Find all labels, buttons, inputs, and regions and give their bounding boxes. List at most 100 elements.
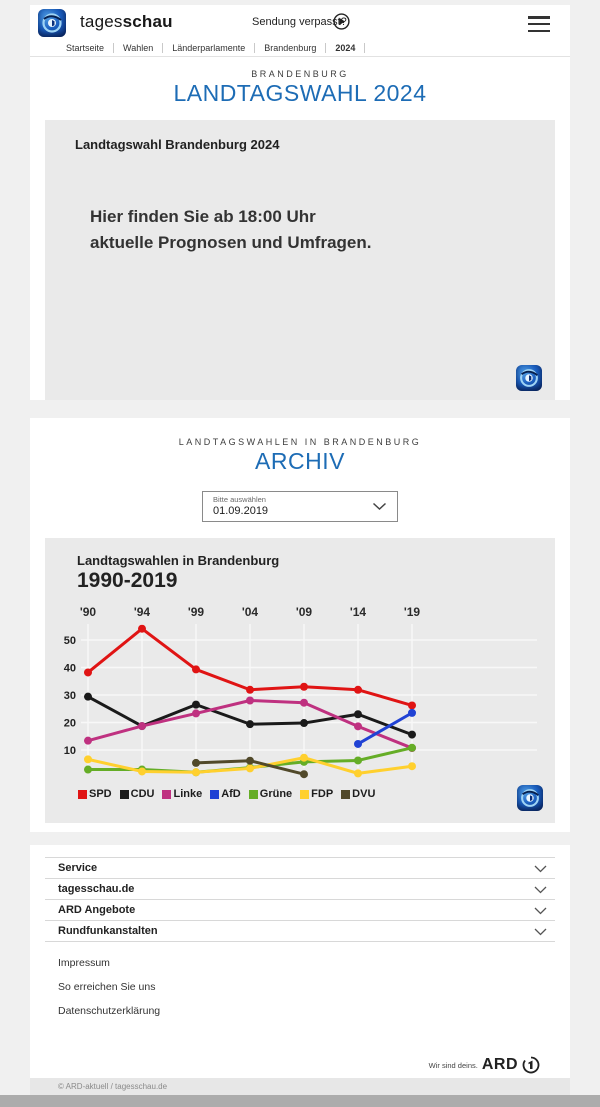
link-kontakt[interactable]: So erreichen Sie uns xyxy=(58,981,156,993)
legend-swatch-icon xyxy=(119,789,129,799)
dropdown-label: Bitte auswählen xyxy=(213,495,266,504)
copyright-text: © ARD-aktuell / tagesschau.de xyxy=(58,1082,168,1091)
accordion-label: Service xyxy=(58,862,98,874)
ard-brand-mark: Wir sind deins. ARD xyxy=(429,1056,540,1074)
archive-date-select[interactable]: Bitte auswählen 01.09.2019 xyxy=(202,491,398,522)
chevron-down-icon xyxy=(534,907,547,915)
data-point-DVU xyxy=(192,758,200,767)
breadcrumb-separator xyxy=(113,43,115,53)
accordion-service[interactable]: Service xyxy=(45,858,555,879)
legend-label: AfD xyxy=(221,788,241,800)
legend-swatch-icon xyxy=(300,789,310,799)
data-point-SPD xyxy=(354,685,362,694)
data-point-FDP xyxy=(300,753,308,762)
ard-wordmark: ARD xyxy=(481,1056,518,1073)
archive-section: LANDTAGSWAHLEN IN BRANDENBURG ARCHIV Bit… xyxy=(30,418,570,832)
ard-one-icon xyxy=(522,1056,540,1074)
data-point-CDU xyxy=(408,730,416,739)
accordion-label: ARD Angebote xyxy=(58,904,136,916)
data-point-SPD xyxy=(138,624,146,633)
brand-wordmark[interactable]: tagesschau xyxy=(80,12,173,32)
site-header: tagesschau Sendung verpasst? xyxy=(30,5,570,40)
data-point-Linke xyxy=(138,722,146,731)
link-impressum[interactable]: Impressum xyxy=(58,957,110,969)
tagesschau-logo-icon[interactable] xyxy=(38,9,66,37)
breadcrumb-separator xyxy=(254,43,256,53)
footer-accordion: Service tagesschau.de ARD Angebote Rundf… xyxy=(45,857,555,942)
data-point-Linke xyxy=(84,736,92,745)
x-tick-label: '94 xyxy=(134,605,151,619)
legend-swatch-icon xyxy=(341,789,351,799)
election-teaser-card: Landtagswahl Brandenburg 2024 Hier finde… xyxy=(45,120,555,400)
play-icon[interactable] xyxy=(333,13,350,30)
data-point-CDU xyxy=(246,720,254,729)
teaser-card-message: Hier finden Sie ab 18:00 Uhr aktuelle Pr… xyxy=(90,204,372,257)
data-point-Grüne xyxy=(408,743,416,752)
legend-swatch-icon xyxy=(162,789,172,799)
x-tick-label: '14 xyxy=(350,605,367,619)
data-point-Grüne xyxy=(354,756,362,765)
footer-links: Impressum So erreichen Sie uns Datenschu… xyxy=(58,957,570,1017)
legend-swatch-icon xyxy=(248,789,258,799)
accordion-label: Rundfunkanstalten xyxy=(58,925,158,937)
breadcrumb-startseite[interactable]: Startseite xyxy=(66,43,105,53)
data-point-SPD xyxy=(84,668,92,677)
data-point-FDP xyxy=(192,768,200,777)
data-point-Linke xyxy=(354,722,362,731)
breadcrumb-2024[interactable]: 2024 xyxy=(335,43,356,53)
chevron-down-icon xyxy=(534,865,547,873)
data-point-SPD xyxy=(246,685,254,694)
data-point-CDU xyxy=(84,692,92,701)
sendung-verpasst-link[interactable]: Sendung verpasst? xyxy=(252,16,347,28)
page-title: LANDTAGSWAHL 2024 xyxy=(173,80,427,106)
link-datenschutz[interactable]: Datenschutzerklärung xyxy=(58,1005,161,1017)
teaser-message-line2: aktuelle Prognosen und Umfragen. xyxy=(90,233,372,253)
legend-item-Grüne: Grüne xyxy=(248,788,292,800)
teaser-card-title: Landtagswahl Brandenburg 2024 xyxy=(75,137,280,152)
y-tick-label: 40 xyxy=(64,663,76,675)
accordion-rundfunkanstalten[interactable]: Rundfunkanstalten xyxy=(45,921,555,942)
chevron-down-icon xyxy=(534,928,547,936)
ard-logo-icon xyxy=(517,785,543,811)
accordion-label: tagesschau.de xyxy=(58,883,135,895)
menu-icon[interactable] xyxy=(528,16,550,32)
series-line-AfD xyxy=(356,711,414,746)
archive-chart-card: Landtagswahlen in Brandenburg 1990-2019 … xyxy=(45,538,555,823)
election-line-chart: 10 20 30 40 50 '90 '94 '99 '04 '09 '14 '19 xyxy=(64,605,537,779)
chart-title: Landtagswahlen in Brandenburg xyxy=(77,553,280,568)
chevron-down-icon xyxy=(372,502,387,511)
legend-item-FDP: FDP xyxy=(300,788,333,800)
legend-swatch-icon xyxy=(210,789,220,799)
y-tick-label: 10 xyxy=(64,745,76,757)
accordion-ard-angebote[interactable]: ARD Angebote xyxy=(45,900,555,921)
x-tick-label: '04 xyxy=(242,605,259,619)
data-point-SPD xyxy=(300,682,308,691)
data-point-Linke xyxy=(246,696,254,705)
data-point-DVU xyxy=(246,756,254,765)
breadcrumb-separator xyxy=(325,43,327,53)
breadcrumb-separator xyxy=(364,43,366,53)
data-point-FDP xyxy=(354,769,362,778)
chevron-down-icon xyxy=(534,886,547,894)
copyright-bar: © ARD-aktuell / tagesschau.de xyxy=(30,1078,570,1095)
legend-label: Linke xyxy=(173,788,203,800)
breadcrumb-laenderparlamente[interactable]: Länderparlamente xyxy=(172,43,246,53)
breadcrumb: Startseite Wahlen Länderparlamente Brand… xyxy=(30,40,570,57)
data-point-CDU xyxy=(192,700,200,709)
section-kicker: BRANDENBURG xyxy=(251,69,349,79)
y-tick-label: 30 xyxy=(64,690,76,702)
footer: Service tagesschau.de ARD Angebote Rundf… xyxy=(30,845,570,1095)
chart-subtitle: 1990-2019 xyxy=(77,569,178,592)
data-point-SPD xyxy=(408,701,416,710)
x-tick-label: '09 xyxy=(296,605,313,619)
accordion-tagesschau-de[interactable]: tagesschau.de xyxy=(45,879,555,900)
legend-item-AfD: AfD xyxy=(210,788,241,800)
data-point-FDP xyxy=(138,767,146,776)
archive-title: ARCHIV xyxy=(255,448,345,474)
x-tick-label: '90 xyxy=(80,605,97,619)
legend-label: FDP xyxy=(311,788,334,800)
legend-label: DVU xyxy=(352,788,376,800)
breadcrumb-brandenburg[interactable]: Brandenburg xyxy=(264,43,317,53)
data-point-CDU xyxy=(354,710,362,719)
breadcrumb-wahlen[interactable]: Wahlen xyxy=(123,43,154,53)
